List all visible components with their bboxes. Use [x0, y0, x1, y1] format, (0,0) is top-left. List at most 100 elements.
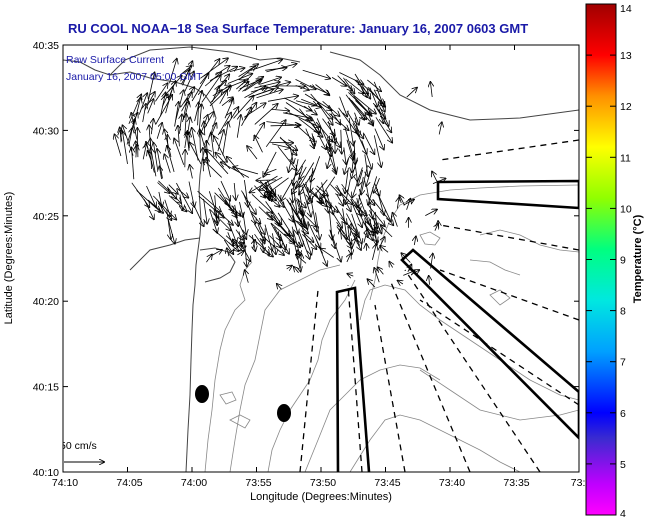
current-vector [209, 208, 231, 230]
current-vector [430, 82, 432, 98]
current-vector [327, 121, 335, 143]
current-vector [293, 159, 299, 185]
current-vector [164, 199, 170, 216]
current-vector [339, 96, 348, 117]
colorbar-tick-label: 11 [620, 152, 631, 164]
current-vector [271, 214, 290, 236]
current-vector [174, 102, 179, 127]
current-vector [270, 222, 281, 240]
current-vector [277, 284, 282, 289]
current-vector [299, 168, 316, 194]
current-vector [206, 150, 229, 175]
current-vector [344, 126, 354, 158]
current-vector [398, 281, 403, 284]
current-vector [296, 159, 307, 175]
current-vector [217, 113, 231, 136]
current-vector [174, 139, 185, 165]
colorbar-ticks: 14 13 12 11 10 9 8 7 6 5 4 [586, 3, 632, 519]
current-vector [244, 103, 257, 121]
current-vector [267, 96, 298, 102]
current-vector [322, 118, 335, 136]
current-vector [432, 179, 445, 184]
current-vector [258, 206, 273, 220]
current-vector [361, 140, 372, 168]
current-vector [214, 66, 229, 76]
current-vector [294, 267, 299, 274]
current-vector [146, 142, 155, 173]
current-vector [215, 195, 218, 225]
current-vector [214, 192, 237, 214]
current-vector [321, 249, 334, 258]
colorbar-tick-label: 7 [620, 357, 626, 369]
current-vector [345, 179, 351, 204]
current-vector [432, 172, 438, 183]
current-vector [264, 181, 269, 200]
current-vector [147, 99, 154, 114]
current-vector [337, 75, 353, 91]
y-tick-label: 40:25 [33, 211, 59, 223]
current-vector [271, 210, 279, 226]
current-vector [302, 69, 330, 78]
current-vector [368, 279, 376, 288]
current-vector [203, 198, 208, 224]
current-vector [266, 179, 276, 194]
current-vector [403, 271, 414, 276]
current-vector [347, 254, 351, 263]
current-vector [347, 274, 354, 276]
current-vector [203, 160, 222, 178]
current-vector [131, 182, 150, 207]
current-vector [310, 93, 333, 119]
current-vector [358, 169, 364, 186]
channel-boxes [335, 179, 579, 472]
current-vector [156, 123, 162, 139]
current-vector [251, 213, 261, 223]
current-vector [169, 59, 177, 84]
x-axis-label: Longitude (Degrees:Minutes) [250, 491, 392, 503]
current-vector [259, 176, 283, 190]
current-vector [364, 230, 368, 243]
x-tick-label: 74:05 [116, 477, 142, 489]
current-vector [248, 89, 274, 98]
station-marker [277, 404, 291, 422]
current-vector [192, 128, 199, 161]
current-vector [233, 240, 243, 251]
x-tick-label: 73:40 [439, 477, 465, 489]
colorbar-tick-label: 8 [620, 306, 626, 318]
current-vector [375, 186, 384, 215]
current-vector [350, 224, 351, 236]
current-vector [294, 219, 308, 234]
current-vector [132, 148, 134, 180]
current-vector [154, 143, 159, 171]
current-vector [316, 185, 328, 196]
current-vector [400, 195, 405, 206]
current-vector [182, 61, 193, 86]
current-vector [254, 82, 279, 89]
current-vector [254, 104, 278, 125]
current-vector [298, 187, 304, 216]
current-vector [336, 185, 351, 211]
current-vector [137, 128, 138, 158]
current-vector [365, 193, 374, 205]
x-tick-label: 73:45 [374, 477, 400, 489]
current-vector [211, 133, 214, 158]
current-vector [188, 181, 194, 207]
current-vector [241, 107, 252, 126]
current-vector [261, 184, 277, 201]
current-vector [206, 255, 212, 263]
legend-line-1: Raw Surface Current [66, 54, 164, 66]
current-vector [307, 221, 321, 248]
current-vector [160, 93, 166, 117]
current-vector [363, 133, 374, 154]
current-vector [237, 251, 243, 255]
current-vector [374, 268, 380, 283]
current-vector [267, 184, 284, 207]
current-vector [220, 180, 230, 201]
current-vector [351, 238, 357, 250]
current-vector [374, 105, 391, 132]
current-vector [300, 166, 307, 179]
current-vector [301, 230, 313, 243]
current-vector [322, 100, 340, 116]
current-vector [203, 148, 204, 172]
current-vector [331, 132, 341, 147]
current-vector [233, 167, 259, 175]
